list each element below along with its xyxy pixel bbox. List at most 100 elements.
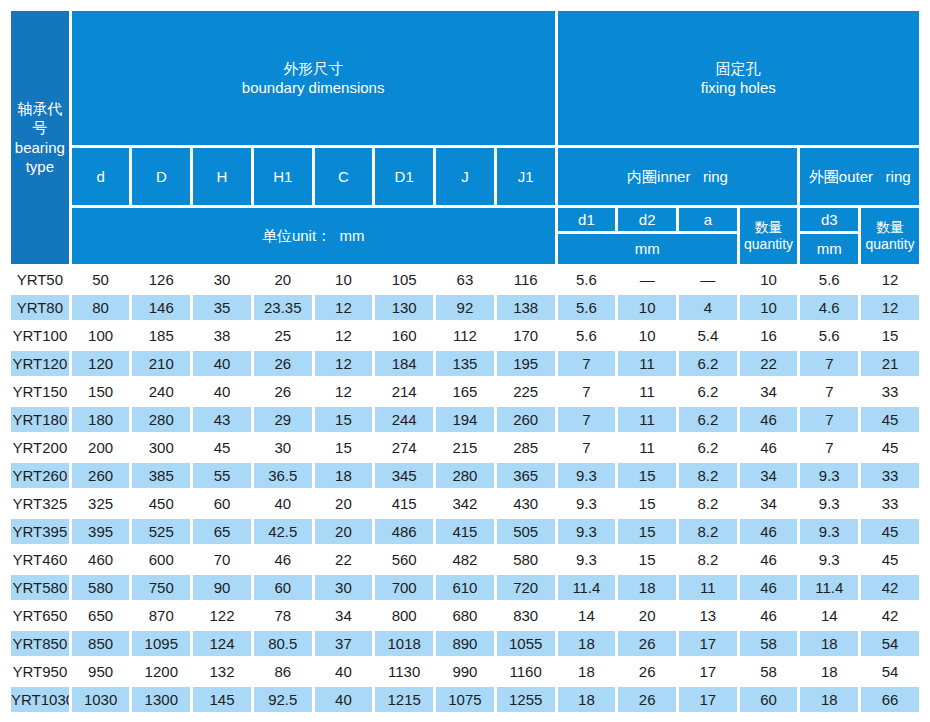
value-cell: 9.3 [558,547,616,572]
value-cell: 26 [618,687,676,712]
value-cell: 26 [254,379,312,404]
bearing-type-cell: YRT950 [11,659,69,684]
value-cell: 185 [132,323,190,348]
bearing-type-cell: YRT395 [11,519,69,544]
value-cell: 395 [72,519,130,544]
value-cell: 7 [800,407,858,432]
group-header-fixing-holes: 固定孔 fixing holes [558,11,919,145]
value-cell: 33 [861,379,919,404]
value-cell: 225 [497,379,555,404]
value-cell: 700 [375,575,433,600]
value-cell: 9.3 [558,463,616,488]
value-cell: 285 [497,435,555,460]
value-cell: 34 [315,603,373,628]
value-cell: 15 [618,547,676,572]
value-cell: 850 [72,631,130,656]
value-cell: 8.2 [679,547,737,572]
inner-ring-header: 内圈inner ring [558,148,798,205]
value-cell: 40 [315,687,373,712]
value-cell: 40 [315,659,373,684]
table-row: YRT5050126302010105631165.6——105.612 [11,267,919,292]
inner-mm-header: mm [558,234,737,264]
value-cell: 116 [497,267,555,292]
value-cell: 120 [72,351,130,376]
bearing-type-cell: YRT460 [11,547,69,572]
value-cell: 280 [436,463,494,488]
inner-quantity-zh: 数量 [740,219,798,237]
table-header: 轴承代号 bearing type 外形尺寸 boundary dimensio… [11,11,919,264]
value-cell: 35 [193,295,251,320]
value-cell: 37 [315,631,373,656]
value-cell: 17 [679,687,737,712]
value-cell: 58 [740,631,798,656]
value-cell: 63 [436,267,494,292]
inner-quantity-header: 数量 quantity [740,208,798,264]
value-cell: 30 [193,267,251,292]
outer-quantity-en: quantity [861,236,919,254]
inner-quantity-en: quantity [740,236,798,254]
table-row: YRT3953955256542.5204864155059.3158.2469… [11,519,919,544]
outer-ring-header: 外圈outer ring [800,148,919,205]
value-cell: 1130 [375,659,433,684]
value-cell: 9.3 [800,463,858,488]
table-row: YRT9509501200132864011309901160182617581… [11,659,919,684]
value-cell: 260 [497,407,555,432]
value-cell: 11 [679,575,737,600]
value-cell: 29 [254,407,312,432]
value-cell: 11 [618,407,676,432]
value-cell: 20 [618,603,676,628]
table-row: YRT1201202104026121841351957116.222721 [11,351,919,376]
value-cell: 45 [861,519,919,544]
value-cell: 26 [618,659,676,684]
value-cell: 92 [436,295,494,320]
value-cell: 9.3 [800,491,858,516]
value-cell: 1030 [72,687,130,712]
col-header-d3: d3 [800,208,858,231]
value-cell: 486 [375,519,433,544]
table-row: YRT850850109512480.537101889010551826175… [11,631,919,656]
value-cell: 342 [436,491,494,516]
value-cell: 45 [861,435,919,460]
value-cell: 1200 [132,659,190,684]
value-cell: 890 [436,631,494,656]
value-cell: 80.5 [254,631,312,656]
value-cell: 8.2 [679,491,737,516]
table-row: YRT1801802804329152441942607116.246745 [11,407,919,432]
value-cell: 6.2 [679,435,737,460]
col-header-d1: d1 [558,208,616,231]
value-cell: — [679,267,737,292]
value-cell: 70 [193,547,251,572]
value-cell: 46 [740,603,798,628]
bearing-type-cell: YRT1030 [11,687,69,712]
value-cell: 150 [72,379,130,404]
value-cell: 385 [132,463,190,488]
value-cell: 11.4 [800,575,858,600]
value-cell: 18 [558,659,616,684]
value-cell: 1075 [436,687,494,712]
value-cell: 600 [132,547,190,572]
value-cell: 43 [193,407,251,432]
value-cell: 10 [740,295,798,320]
value-cell: 45 [193,435,251,460]
value-cell: 15 [315,435,373,460]
boundary-dimensions-zh: 外形尺寸 [72,59,555,79]
value-cell: 10 [618,323,676,348]
value-cell: 66 [861,687,919,712]
table-row: YRT1501502404026122141652257116.234733 [11,379,919,404]
value-cell: 20 [254,267,312,292]
value-cell: 146 [132,295,190,320]
value-cell: 12 [315,295,373,320]
value-cell: 45 [861,547,919,572]
value-cell: 750 [132,575,190,600]
value-cell: 21 [861,351,919,376]
value-cell: 80 [72,295,130,320]
value-cell: 6.2 [679,351,737,376]
value-cell: 870 [132,603,190,628]
table-row: YRT6506508701227834800680830142013461442 [11,603,919,628]
outer-quantity-header: 数量 quantity [861,208,919,264]
value-cell: 20 [315,491,373,516]
bearing-type-cell: YRT50 [11,267,69,292]
value-cell: 450 [132,491,190,516]
value-cell: 11 [618,351,676,376]
value-cell: 34 [740,379,798,404]
